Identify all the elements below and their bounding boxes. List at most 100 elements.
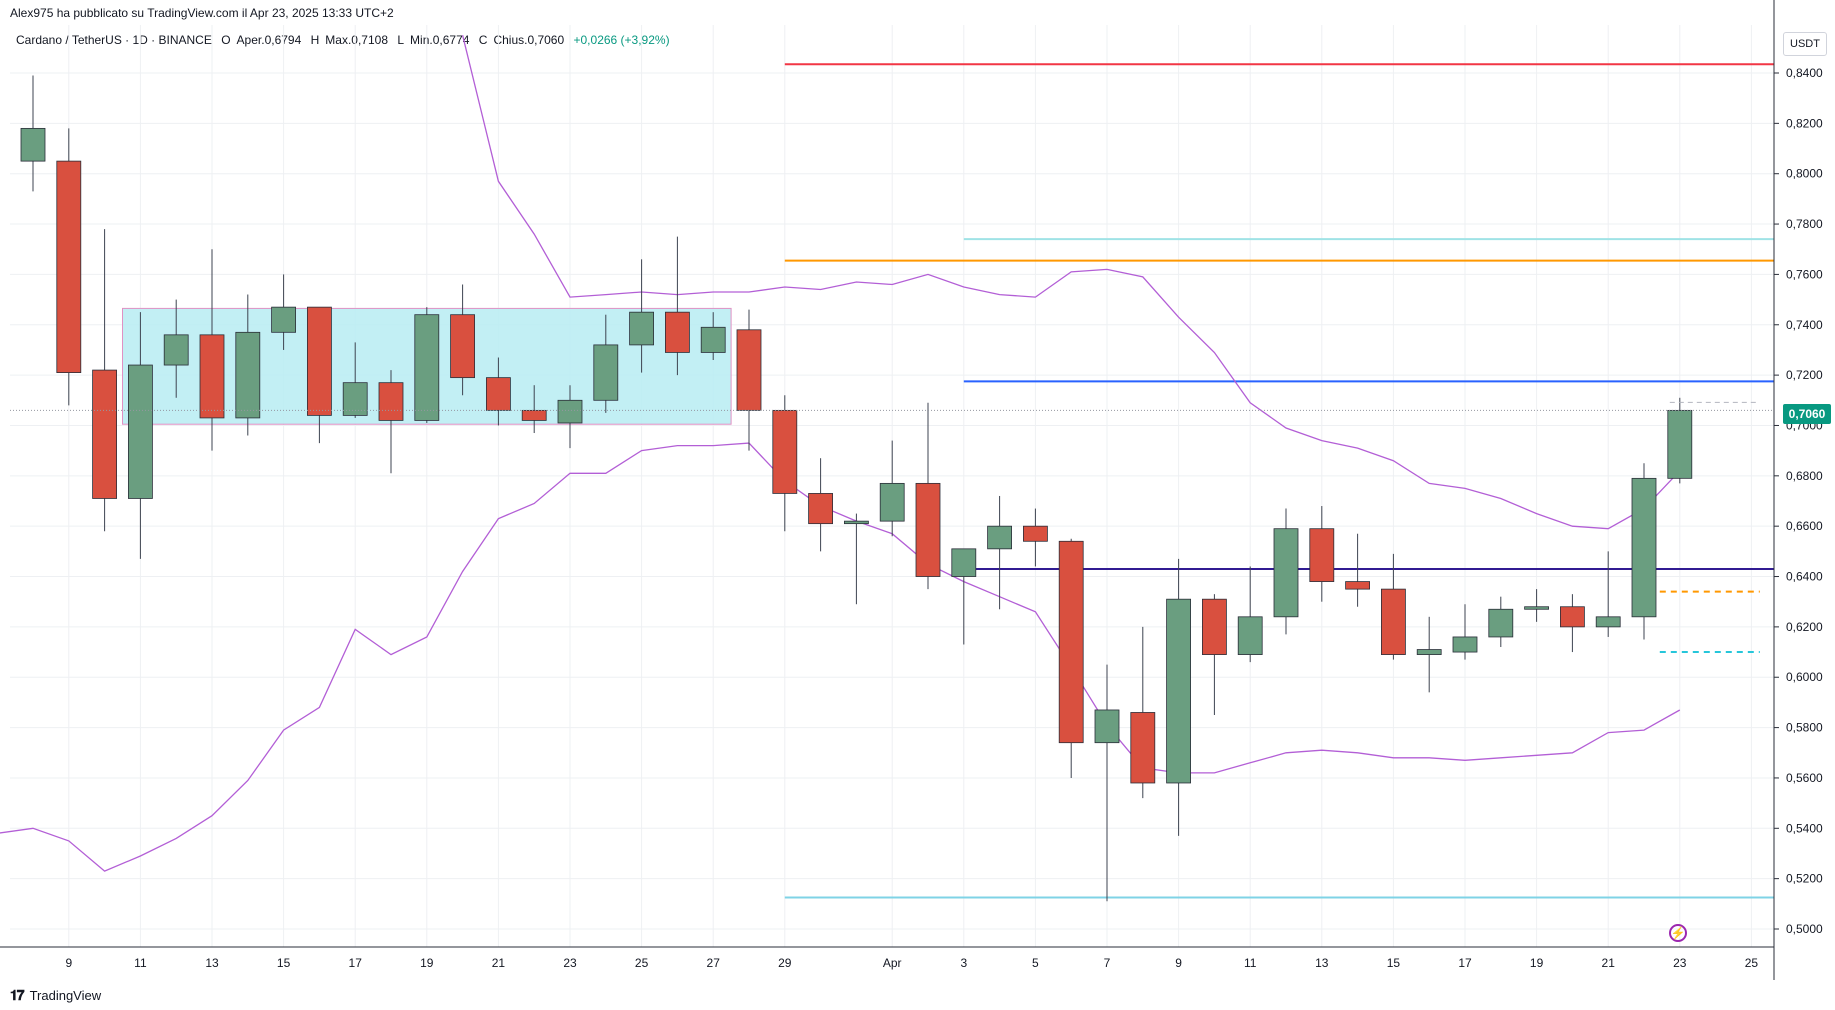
current-price-badge: 0,7060	[1783, 404, 1831, 424]
candle-body	[20, 127, 46, 162]
tradingview-logo: 𝟏𝟕 TradingView	[10, 987, 101, 1004]
low-label: L	[397, 33, 405, 47]
candle-body	[1023, 525, 1048, 542]
time-tick-label: 9	[1175, 956, 1182, 970]
price-tick-label: 0,5600	[1786, 771, 1823, 785]
price-tick-label: 0,7200	[1786, 368, 1823, 382]
candle-body	[808, 493, 833, 525]
candle-body	[665, 311, 690, 353]
time-tick-label: 9	[65, 956, 72, 970]
price-tick-label: 0,7600	[1786, 267, 1823, 281]
time-tick-label: 27	[707, 956, 721, 970]
time-tick-label: 13	[1315, 956, 1329, 970]
price-tick-label: 0,8000	[1786, 167, 1823, 181]
candle-body	[1130, 712, 1156, 784]
candle-body	[378, 382, 404, 421]
brand-text: TradingView	[29, 988, 102, 1003]
open-value: Aper.0,6794	[236, 33, 302, 47]
candle-body	[951, 548, 977, 577]
candle-body	[56, 160, 82, 373]
lightning-icon[interactable]: ⚡	[1669, 924, 1687, 942]
price-tick-label: 0,7400	[1786, 318, 1823, 332]
candle-body	[1345, 581, 1370, 590]
candle-body	[557, 399, 583, 424]
close-value: Chius.0,7060	[493, 33, 565, 47]
time-tick-label: 15	[1387, 956, 1401, 970]
candle-body	[629, 311, 654, 346]
candle-body	[1488, 608, 1514, 638]
price-tick-label: 0,6800	[1786, 469, 1823, 483]
price-tick-label: 0,8200	[1786, 116, 1823, 130]
price-tick-label: 0,6400	[1786, 570, 1823, 584]
high-value: Max.0,7108	[325, 33, 389, 47]
price-tick-label: 0,5200	[1786, 872, 1823, 886]
published-by-text: Alex975 ha pubblicato su TradingView.com…	[10, 6, 394, 20]
symbol-name[interactable]: Cardano / TetherUS · 1D · BINANCE	[16, 33, 212, 47]
open-label: O	[221, 33, 231, 47]
high-label: H	[310, 33, 320, 47]
time-tick-label: 25	[635, 956, 649, 970]
time-tick-label: 13	[205, 956, 219, 970]
currency-button[interactable]: USDT	[1783, 32, 1827, 56]
time-tick-label: 19	[1530, 956, 1544, 970]
candle-body	[92, 369, 117, 499]
candle-body	[1237, 616, 1263, 655]
time-tick-label: 17	[1458, 956, 1472, 970]
price-tick-label: 0,5800	[1786, 721, 1823, 735]
candle-body	[593, 344, 619, 401]
candle-body	[879, 482, 905, 522]
candle-body	[414, 314, 440, 421]
time-tick-label: 15	[277, 956, 291, 970]
bollinger-upper-line	[461, 35, 1681, 530]
candle-body	[1667, 409, 1693, 479]
candle-body	[987, 525, 1012, 550]
candle-body	[199, 334, 225, 419]
time-tick-label: 19	[420, 956, 434, 970]
time-tick-label: 11	[134, 956, 147, 970]
price-tick-label: 0,6000	[1786, 670, 1823, 684]
price-tick-label: 0,6600	[1786, 519, 1823, 533]
candle-body	[1273, 528, 1299, 618]
time-tick-label: Apr	[883, 956, 902, 970]
time-tick-label: 7	[1104, 956, 1111, 970]
change-value: +0,0266 (+3,92%)	[573, 33, 670, 47]
candle-body	[1166, 598, 1191, 784]
candle-body	[915, 482, 941, 577]
price-tick-label: 0,8400	[1786, 66, 1823, 80]
close-label: C	[478, 33, 488, 47]
candle-body	[235, 331, 261, 419]
time-tick-label: 17	[349, 956, 363, 970]
candle-body	[1452, 636, 1478, 653]
candle-body	[1094, 709, 1120, 744]
candle-body	[271, 306, 297, 333]
candle-body	[1309, 528, 1335, 582]
candle-body	[127, 364, 153, 499]
price-tick-label: 0,6200	[1786, 620, 1823, 634]
price-tick-label: 0,5000	[1786, 922, 1823, 936]
time-tick-label: 21	[492, 956, 506, 970]
time-tick-label: 23	[1673, 956, 1687, 970]
candle-body	[700, 326, 726, 353]
candle-body	[1560, 606, 1585, 628]
low-value: Min.0,6774	[410, 33, 470, 47]
candle-body	[1524, 606, 1549, 610]
time-tick-label: 21	[1602, 956, 1616, 970]
symbol-legend: Cardano / TetherUS · 1D · BINANCE O Aper.…	[16, 33, 676, 47]
candle-body	[844, 520, 869, 525]
price-tick-label: 0,7800	[1786, 217, 1823, 231]
time-tick-label: 29	[778, 956, 792, 970]
candle-body	[521, 409, 547, 421]
candle-body	[1595, 616, 1621, 628]
candle-body	[306, 306, 332, 416]
time-tick-label: 3	[960, 956, 967, 970]
candle-body	[772, 409, 798, 494]
bollinger-lower-line	[0, 442, 1681, 872]
candle-body	[1058, 540, 1084, 744]
candle-body	[1416, 649, 1442, 655]
candle-body	[736, 329, 762, 411]
candle-body	[1202, 598, 1227, 655]
candle-body	[1631, 477, 1657, 618]
price-tick-label: 0,5400	[1786, 821, 1823, 835]
candle-body	[163, 334, 189, 366]
